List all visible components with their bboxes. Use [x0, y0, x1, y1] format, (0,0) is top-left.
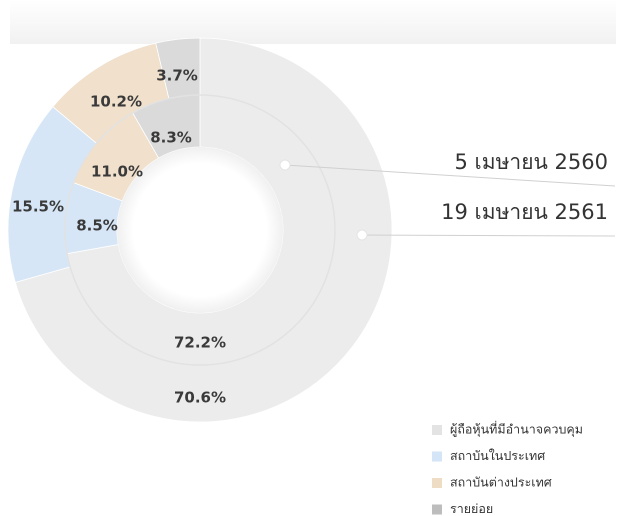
legend-swatch	[432, 451, 442, 462]
value-label: 70.6%	[174, 389, 226, 407]
value-label: 8.5%	[76, 217, 118, 235]
donut-hole	[117, 147, 283, 313]
legend-swatch	[432, 504, 442, 515]
value-label: 15.5%	[12, 198, 64, 216]
series-name: 19 เมษายน 2561	[441, 200, 608, 224]
legend-label: สถาบันต่างประเทศ	[450, 475, 552, 490]
header-band	[10, 0, 616, 44]
callout-dot	[279, 159, 291, 171]
legend-label: สถาบันในประเทศ	[450, 448, 545, 463]
callout-dot	[356, 229, 368, 241]
value-label: 11.0%	[91, 163, 143, 181]
legend-label: รายย่อย	[450, 501, 493, 516]
series-name: 5 เมษายน 2560	[455, 150, 608, 174]
value-label: 3.7%	[156, 67, 198, 85]
labels: 72.2% 8.5% 11.0% 8.3% 70.6% 15.5% 10.2% 3.7%	[12, 67, 226, 407]
callout-line	[284, 164, 616, 187]
legend-label: ผู้ถือหุ้นที่มีอำนาจควบคุม	[450, 421, 583, 438]
donut	[7, 37, 393, 423]
value-label: 10.2%	[90, 93, 142, 111]
callout-line	[361, 234, 616, 237]
ring-edge	[64, 94, 336, 366]
value-label: 8.3%	[150, 129, 192, 147]
legend-swatch	[432, 478, 442, 488]
legend-swatch	[432, 425, 442, 435]
value-label: 72.2%	[174, 334, 226, 352]
